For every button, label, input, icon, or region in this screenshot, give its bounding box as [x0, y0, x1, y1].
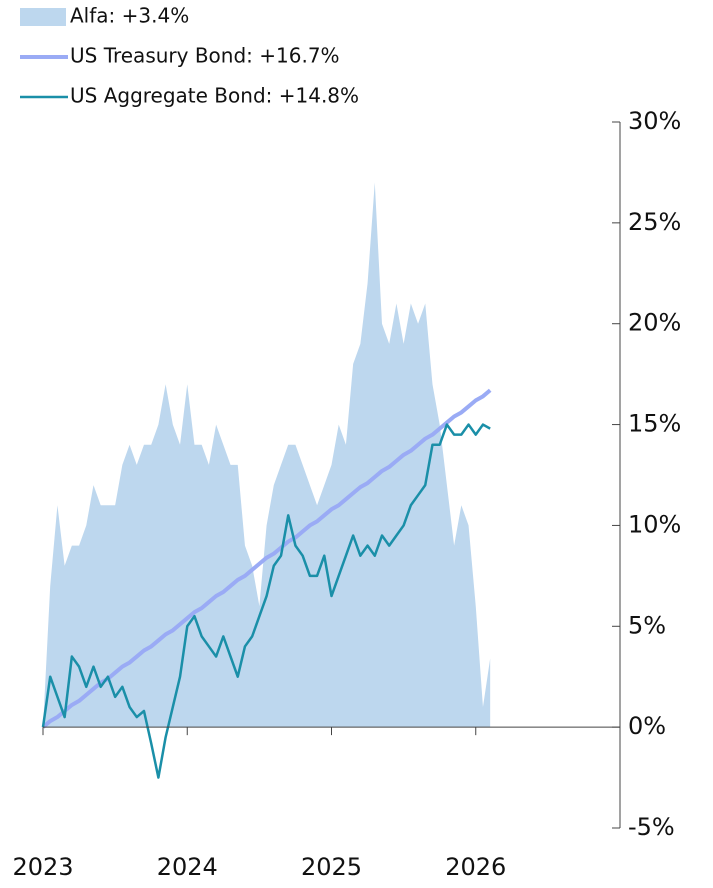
y-tick-label: 10%	[628, 510, 681, 538]
legend-label: Alfa: +3.4%	[70, 4, 189, 28]
y-tick-label: 30%	[628, 107, 681, 135]
x-tick-label: 2023	[12, 853, 73, 881]
x-tick-label: 2024	[157, 853, 218, 881]
legend-label: US Treasury Bond: +16.7%	[70, 44, 340, 68]
x-tick-label: 2026	[445, 853, 506, 881]
y-tick-label: 25%	[628, 208, 681, 236]
line	[41, 388, 492, 729]
area	[43, 182, 491, 728]
y-tick-label: 20%	[628, 309, 681, 337]
y-tick-label: 15%	[628, 410, 681, 438]
y-tick-label: 5%	[628, 611, 666, 639]
y-tick-label: 0%	[628, 712, 666, 740]
x-tick-label: 2025	[301, 853, 362, 881]
legend-swatch	[20, 8, 66, 26]
legend-label: US Aggregate Bond: +14.8%	[70, 84, 359, 108]
y-tick-label: -5%	[628, 813, 675, 841]
line	[41, 423, 491, 779]
